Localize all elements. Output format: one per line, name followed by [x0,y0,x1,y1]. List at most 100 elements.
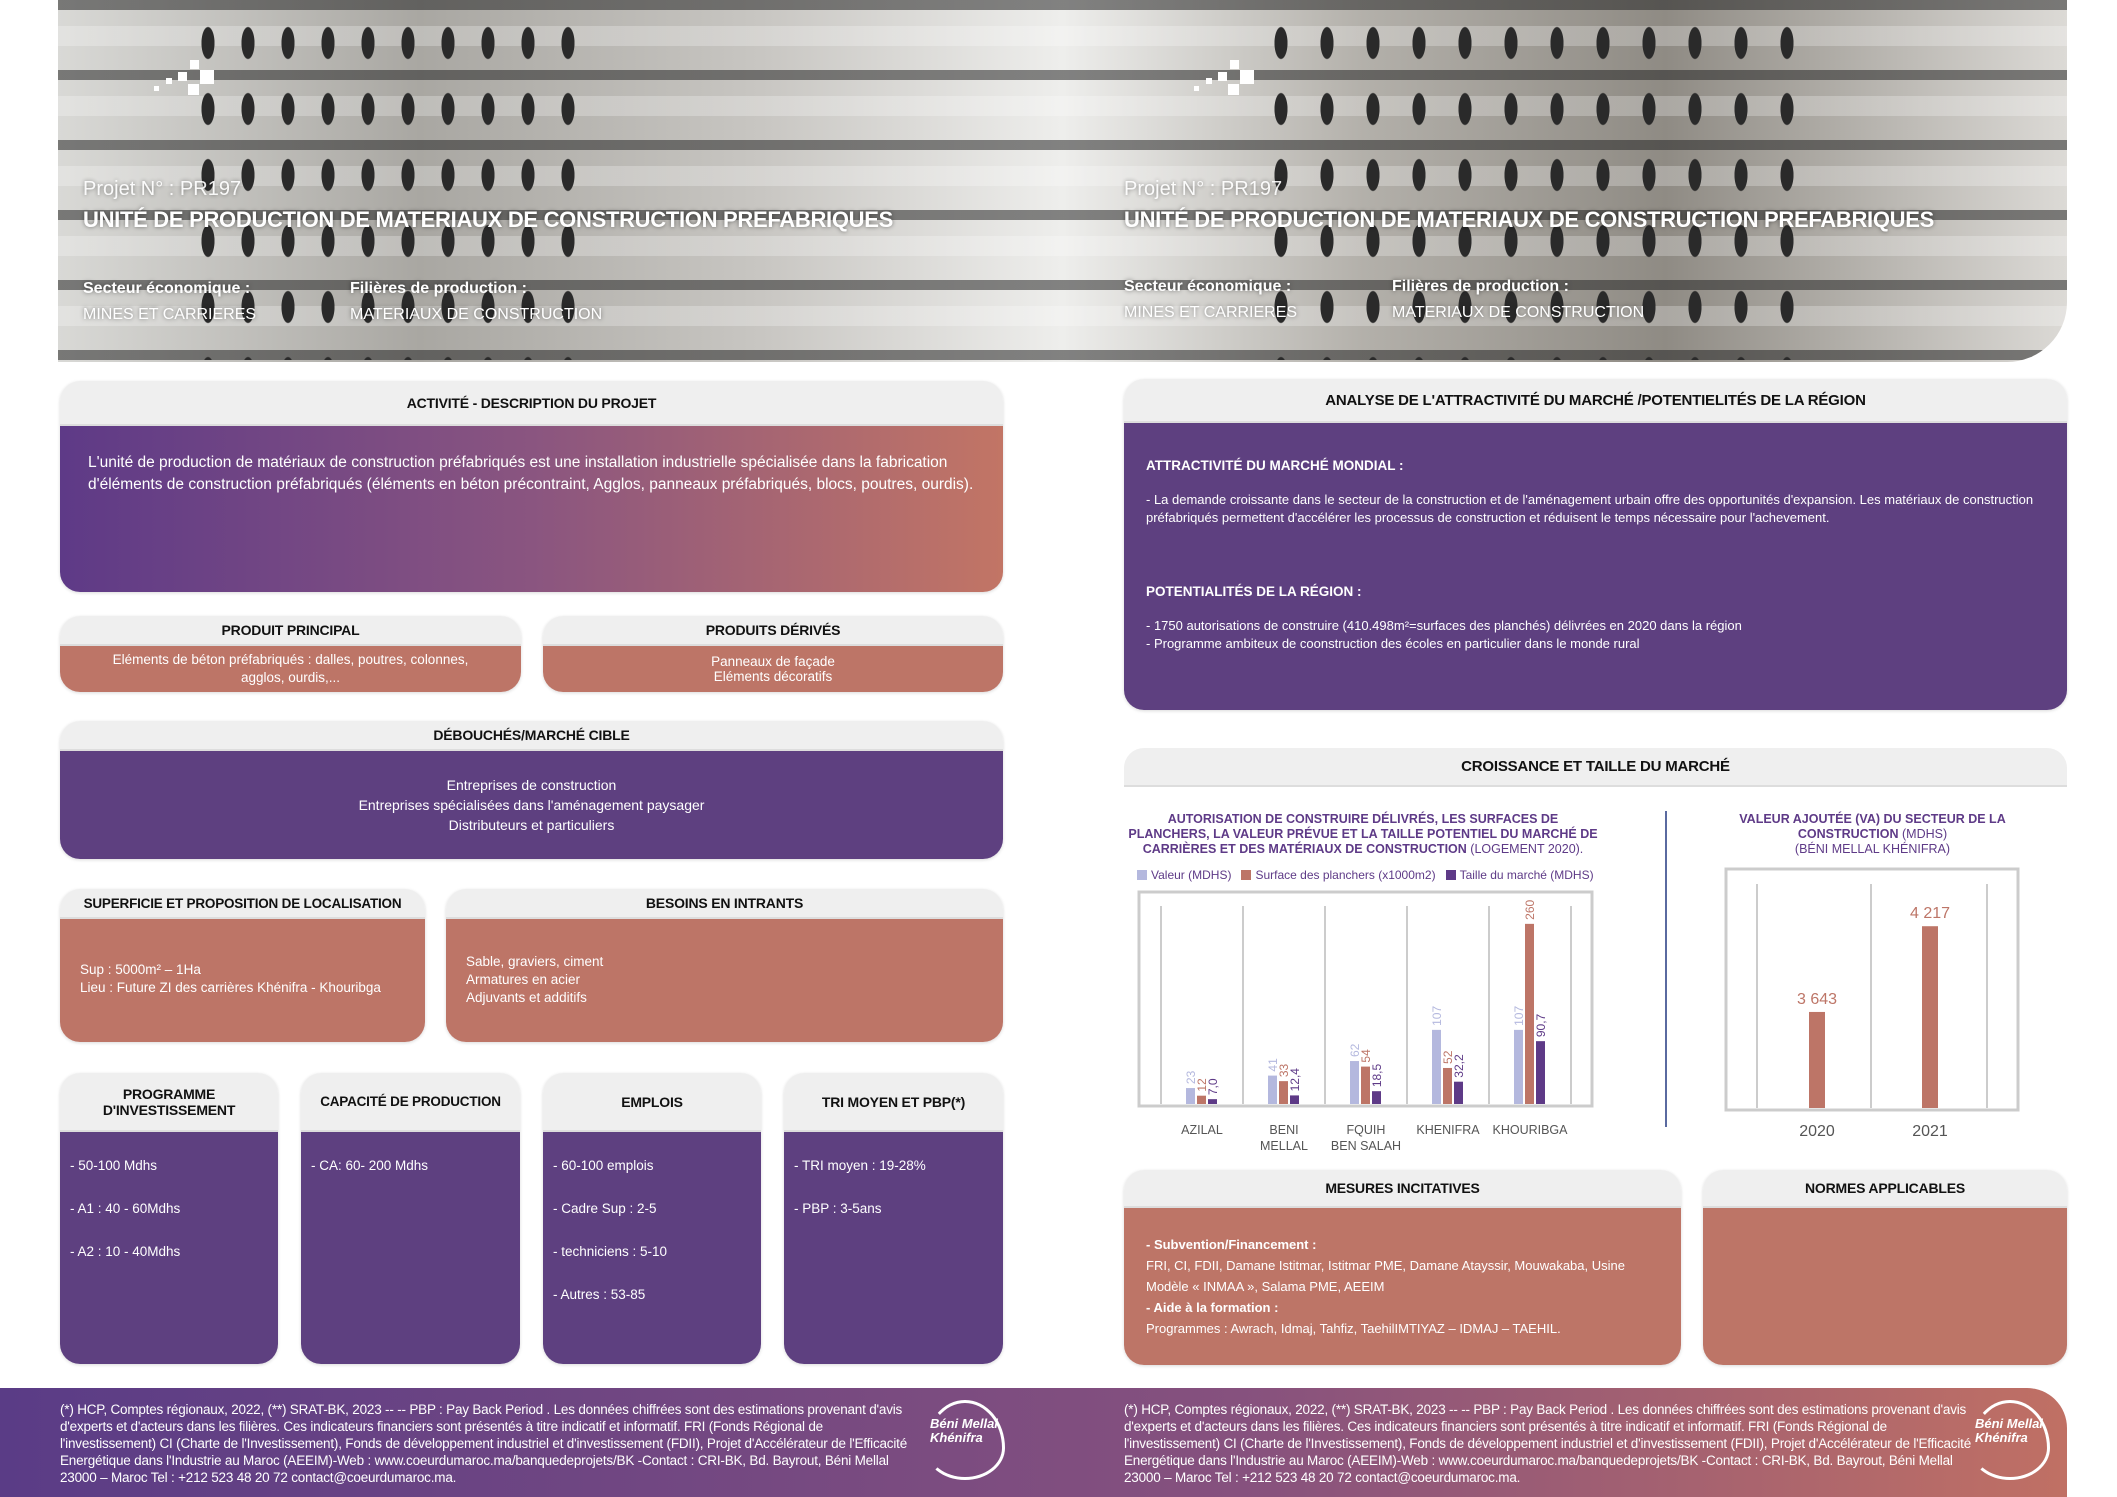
list-item: Eléments décoratifs [713,669,833,684]
formation-text: Programmes : Awrach, Idmaj, Tahfiz, Taeh… [1146,1321,1561,1336]
footer-text: (*) HCP, Comptes régionaux, 2022, (**) S… [1124,1402,1972,1485]
list-item: Distributeurs et particuliers [448,817,615,833]
normes-card: NORMES APPLICABLES [1703,1170,2067,1365]
produits-derives-card: PRODUITS DÉRIVÉS Panneaux de façade Elém… [543,616,1003,692]
card-title: PRODUIT PRINCIPAL [60,616,521,646]
chart1-subtitle: (LOGEMENT 2020). [1470,842,1584,856]
list-item: - 1750 autorisations de construire (410.… [1146,618,1742,633]
category-label: KHOURIBGA [1492,1123,1568,1137]
list-item: - TRI moyen : 19-28% [794,1158,926,1173]
list-item: - A2 : 10 - 40Mdhs [70,1244,181,1259]
card-title: CAPACITÉ DE PRODUCTION [301,1073,520,1132]
tri-list: - TRI moyen : 19-28% - PBP : 3-5ans [784,1132,1003,1364]
data-label: 107 [1430,1006,1444,1026]
region-title: POTENTIALITÉS DE LA RÉGION : [1146,584,1362,599]
list-item: - techniciens : 5-10 [553,1244,668,1259]
filiere-value: MATERIAUX DE CONSTRUCTION [1392,304,1645,321]
besoins-card: BESOINS EN INTRANTS Sable, graviers, cim… [446,889,1003,1042]
list-item: Sup : 5000m² – 1Ha [80,962,201,977]
capacite-card: CAPACITÉ DE PRODUCTION - CA: 60- 200 Mdh… [301,1073,520,1364]
chart2-svg: 3 643 2020 4 217 2021 [1724,867,2020,1140]
sector-value: MINES ET CARRIERES [1124,304,1298,321]
list-item: Entreprises de construction [446,777,617,793]
data-label: 52 [1441,1050,1455,1064]
activite-card: ACTIVITÉ - DESCRIPTION DU PROJET L'unité… [60,381,1003,592]
bar-0 [1268,1075,1277,1104]
filiere-block: Filières de production : MATERIAUX DE CO… [1392,278,1644,322]
cri-logo-icon [1170,60,1260,100]
category-label: AZILAL [1181,1123,1223,1137]
subvention-title: - Subvention/Financement : [1146,1237,1317,1252]
category-label: FQUIH [1347,1123,1386,1137]
list-item: - 60-100 emplois [553,1158,654,1173]
superficie-card: SUPERFICIE ET PROPOSITION DE LOCALISATIO… [60,889,425,1042]
analyse-body: ATTRACTIVITÉ DU MARCHÉ MONDIAL : - La de… [1124,423,2067,710]
chart-divider [1665,811,1667,1127]
hero-title-block-left: Projet N° : PR197 UNITÉ DE PRODUCTION DE… [83,178,893,233]
debouches-list: Entreprises de construction Entreprises … [60,751,1003,859]
hero-photo [1258,10,1818,360]
data-label: 32,2 [1452,1054,1466,1078]
chart1-title: AUTORISATION DE CONSTRUIRE DÉLIVRÉS, LES… [1128,812,1598,857]
normes-body [1703,1208,2067,1365]
besoins-list: Sable, graviers, ciment Armatures en aci… [446,919,1003,1042]
bar-0 [1186,1088,1195,1104]
formation-title: - Aide à la formation : [1146,1300,1279,1315]
category-label: KHENIFRA [1416,1123,1480,1137]
data-label: 33 [1277,1063,1291,1077]
data-label: 41 [1266,1058,1280,1072]
list-item: - 50-100 Mdhs [70,1158,158,1173]
mesures-body: - Subvention/Financement : FRI, CI, FDII… [1124,1208,1681,1365]
data-label: 260 [1523,900,1537,920]
bar-2 [1372,1091,1381,1104]
footer: (*) HCP, Comptes régionaux, 2022, (**) S… [0,1388,2067,1497]
list-item: Sable, graviers, ciment [466,954,604,969]
list-item: - PBP : 3-5ans [794,1201,882,1216]
capacite-list: - CA: 60- 200 Mdhs [301,1132,520,1364]
produit-principal-text: Eléments de béton préfabriqués : dalles,… [60,646,521,692]
list-item: Armatures en acier [466,972,581,987]
bar-0 [1514,1029,1523,1104]
card-title: ACTIVITÉ - DESCRIPTION DU PROJET [60,381,1003,426]
sector-label: Secteur économique : [1124,278,1292,295]
project-number: Projet N° : PR197 [1124,178,1283,200]
data-label: 3 643 [1797,991,1837,1008]
chart1-legend: Valeur (MDHS) Surface des planchers (x10… [1137,868,1594,882]
superficie-list: Sup : 5000m² – 1Ha Lieu : Future ZI des … [60,919,425,1042]
filiere-value: MATERIAUX DE CONSTRUCTION [350,306,603,323]
programme-card: PROGRAMME D'INVESTISSEMENT - 50-100 Mdhs… [60,1073,278,1364]
hero-banner: Projet N° : PR197 UNITÉ DE PRODUCTION DE… [58,0,2067,362]
legend-item: Taille du marché (MDHS) [1445,868,1594,882]
chart1-title-text: AUTORISATION DE CONSTRUIRE DÉLIVRÉS, LES… [1128,812,1598,856]
data-label: 4 217 [1910,905,1950,922]
sector-value: MINES ET CARRIERES [83,306,257,323]
bar-0 [1432,1029,1441,1104]
programme-list: - 50-100 Mdhs - A1 : 40 - 60Mdhs - A2 : … [60,1132,278,1364]
mondial-title: ATTRACTIVITÉ DU MARCHÉ MONDIAL : [1146,458,1404,473]
bar-1 [1443,1067,1452,1104]
card-title: EMPLOIS [543,1073,761,1132]
card-title: MESURES INCITATIVES [1124,1170,1681,1208]
filiere-block: Filières de production : MATERIAUX DE CO… [350,280,602,324]
legend-label: Valeur (MDHS) [1151,868,1232,882]
list-item: - Autres : 53-85 [553,1287,646,1302]
legend-label: Surface des planchers (x1000m2) [1255,868,1436,882]
produit-principal-card: PRODUIT PRINCIPAL Eléments de béton préf… [60,616,521,692]
chart2-title-text: VALEUR AJOUTÉE (VA) DU SECTEUR DE LA CON… [1739,812,2006,841]
card-title: PRODUITS DÉRIVÉS [543,616,1003,646]
mesures-card: MESURES INCITATIVES - Subvention/Finance… [1124,1170,1681,1365]
card-title: TRI MOYEN ET PBP(*) [784,1073,1003,1132]
card-title: BESOINS EN INTRANTS [446,889,1003,919]
list-item: Adjuvants et additifs [466,990,587,1005]
activite-text: L'unité de production de matériaux de co… [60,426,1003,592]
bar-2 [1290,1095,1299,1104]
list-item: Entreprises spécialisées dans l'aménagem… [358,797,705,813]
cri-logo-icon [130,60,220,100]
emplois-card: EMPLOIS - 60-100 emplois - Cadre Sup : 2… [543,1073,761,1364]
data-label: 7,0 [1206,1078,1220,1095]
project-title: UNITÉ DE PRODUCTION DE MATERIAUX DE CONS… [1124,207,1934,232]
data-label: 12 [1195,1078,1209,1092]
data-label: 12,4 [1288,1068,1302,1092]
region-logo-icon: Béni Mellal Khénifra [1970,1400,2050,1480]
card-title: CROISSANCE ET TAILLE DU MARCHÉ [1124,748,2067,787]
